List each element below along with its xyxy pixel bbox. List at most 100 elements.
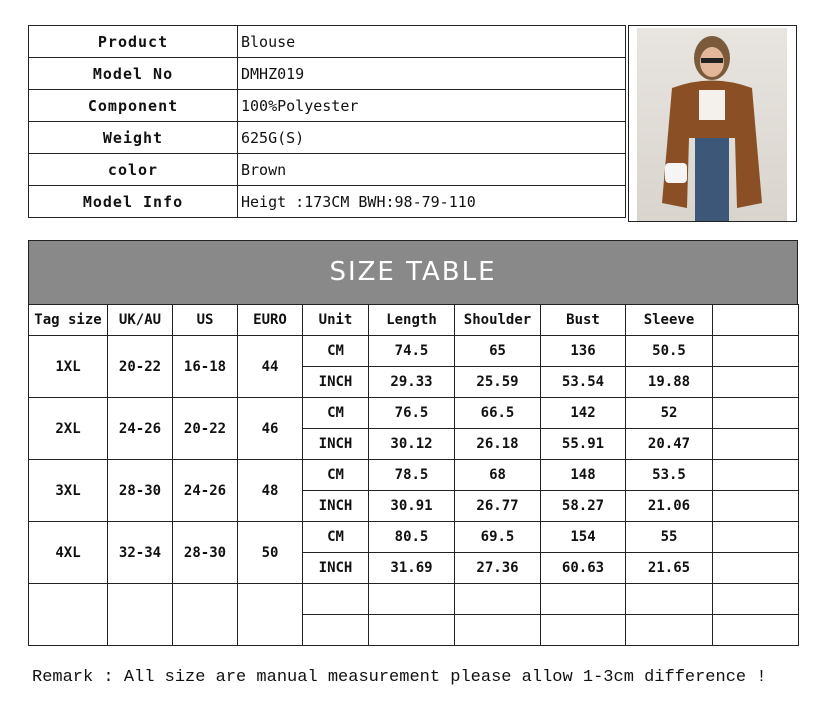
- info-row: Model No DMHZ019: [28, 57, 626, 90]
- empty-cell: [454, 614, 541, 646]
- empty-cell: [302, 614, 369, 646]
- inch-value-cell: 30.91: [368, 490, 455, 522]
- cm-value-cell: 148: [540, 459, 626, 491]
- remark-text: Remark : All size are manual measurement…: [32, 668, 767, 687]
- info-label: color: [28, 153, 238, 186]
- empty-cell: [237, 583, 303, 646]
- product-info-table: Product Blouse Model No DMHZ019 Component 100…: [28, 25, 626, 218]
- empty-row: [29, 614, 799, 646]
- column-header: Tag size: [28, 304, 108, 336]
- info-label: Model No: [28, 57, 238, 90]
- uk-au-cell: 20-22: [107, 335, 173, 398]
- column-header: EURO: [237, 304, 303, 336]
- column-header: Shoulder: [454, 304, 541, 336]
- cm-value-cell: 69.5: [454, 521, 541, 553]
- empty-cell: [712, 366, 799, 398]
- empty-cell: [302, 583, 369, 615]
- model-figure-icon: [662, 36, 762, 221]
- table-row: INCH 30.91 26.77 58.27 21.06: [29, 490, 799, 522]
- column-header: Length: [368, 304, 455, 336]
- inch-value-cell: 21.06: [625, 490, 713, 522]
- info-value: Blouse: [237, 25, 626, 58]
- inch-value-cell: 26.18: [454, 428, 541, 460]
- cm-value-cell: 53.5: [625, 459, 713, 491]
- empty-cell: [368, 614, 455, 646]
- euro-cell: 50: [237, 521, 303, 584]
- us-cell: 20-22: [172, 397, 238, 460]
- empty-cell: [28, 583, 108, 646]
- info-row: Product Blouse: [28, 25, 626, 58]
- inch-value-cell: 60.63: [540, 552, 626, 584]
- inch-value-cell: 19.88: [625, 366, 713, 398]
- unit-cell: CM: [302, 397, 369, 429]
- empty-cell: [712, 490, 799, 522]
- info-row: Weight 625G(S): [28, 121, 626, 154]
- empty-cell: [712, 552, 799, 584]
- empty-cell: [454, 583, 541, 615]
- cm-value-cell: 78.5: [368, 459, 455, 491]
- empty-cell: [368, 583, 455, 615]
- empty-cell: [625, 614, 713, 646]
- cm-value-cell: 65: [454, 335, 541, 367]
- empty-cell: [107, 583, 173, 646]
- size-table-title: SIZE TABLE: [28, 240, 798, 305]
- cm-value-cell: 68: [454, 459, 541, 491]
- cm-value-cell: 142: [540, 397, 626, 429]
- unit-cell: CM: [302, 521, 369, 553]
- table-row: 3XL 28-30 24-26 48 CM 78.5 68 148 53.5: [28, 459, 799, 522]
- column-header: Unit: [302, 304, 369, 336]
- empty-cell: [712, 614, 799, 646]
- inch-value-cell: 27.36: [454, 552, 541, 584]
- column-header: Sleeve: [625, 304, 713, 336]
- cm-value-cell: 66.5: [454, 397, 541, 429]
- inch-value-cell: 26.77: [454, 490, 541, 522]
- empty-cell: [712, 335, 799, 367]
- table-row: 4XL 32-34 28-30 50 CM 80.5 69.5 154 55: [28, 521, 799, 584]
- empty-cell: [172, 583, 238, 646]
- empty-row: [28, 583, 799, 646]
- info-value: DMHZ019: [237, 57, 626, 90]
- unit-cell: INCH: [302, 428, 369, 460]
- cm-value-cell: 52: [625, 397, 713, 429]
- tag-size-cell: 4XL: [28, 521, 108, 584]
- uk-au-cell: 32-34: [107, 521, 173, 584]
- product-photo: [628, 25, 797, 222]
- unit-cell: INCH: [302, 366, 369, 398]
- us-cell: 24-26: [172, 459, 238, 522]
- info-value: 100%Polyester: [237, 89, 626, 122]
- inch-value-cell: 20.47: [625, 428, 713, 460]
- cm-value-cell: 154: [540, 521, 626, 553]
- inch-value-cell: 58.27: [540, 490, 626, 522]
- tag-size-cell: 1XL: [28, 335, 108, 398]
- empty-cell: [540, 583, 626, 615]
- table-row: INCH 29.33 25.59 53.54 19.88: [29, 366, 799, 398]
- info-label: Weight: [28, 121, 238, 154]
- tag-size-cell: 3XL: [28, 459, 108, 522]
- empty-cell: [712, 459, 799, 491]
- uk-au-cell: 28-30: [107, 459, 173, 522]
- tag-size-cell: 2XL: [28, 397, 108, 460]
- table-row: 2XL 24-26 20-22 46 CM 76.5 66.5 142 52: [28, 397, 799, 460]
- info-label: Product: [28, 25, 238, 58]
- euro-cell: 46: [237, 397, 303, 460]
- column-header: [712, 304, 799, 336]
- info-row: Model Info Heigt :173CM BWH:98-79-110: [28, 185, 626, 218]
- inch-value-cell: 25.59: [454, 366, 541, 398]
- inch-value-cell: 55.91: [540, 428, 626, 460]
- empty-cell: [712, 521, 799, 553]
- inch-value-cell: 29.33: [368, 366, 455, 398]
- uk-au-cell: 24-26: [107, 397, 173, 460]
- inch-value-cell: 21.65: [625, 552, 713, 584]
- unit-cell: INCH: [302, 490, 369, 522]
- info-value: 625G(S): [237, 121, 626, 154]
- info-label: Model Info: [28, 185, 238, 218]
- table-row: 1XL 20-22 16-18 44 CM 74.5 65 136 50.5: [28, 335, 799, 398]
- inch-value-cell: 53.54: [540, 366, 626, 398]
- empty-cell: [712, 428, 799, 460]
- info-label: Component: [28, 89, 238, 122]
- unit-cell: INCH: [302, 552, 369, 584]
- inch-value-cell: 30.12: [368, 428, 455, 460]
- info-value: Brown: [237, 153, 626, 186]
- empty-cell: [540, 614, 626, 646]
- unit-cell: CM: [302, 459, 369, 491]
